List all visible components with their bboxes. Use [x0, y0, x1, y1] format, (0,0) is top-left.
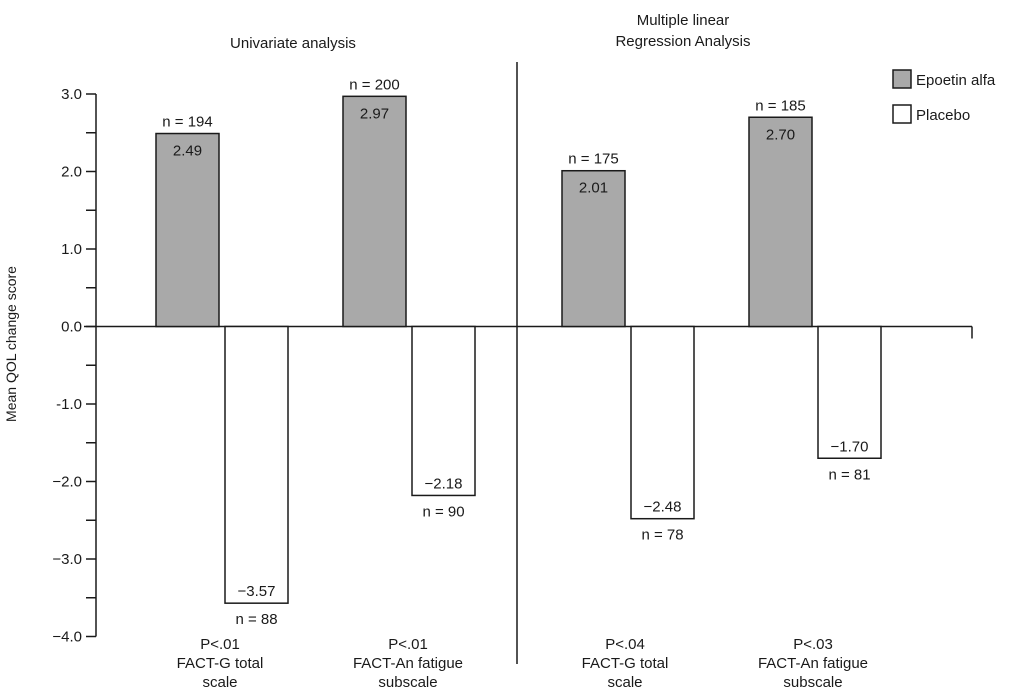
- y-tick-label: 0.0: [61, 319, 82, 336]
- x-category-label: scale: [202, 674, 237, 691]
- x-category-label: subscale: [783, 674, 842, 691]
- panel-title: Regression Analysis: [615, 33, 750, 50]
- bar-placebo: [817, 325, 882, 459]
- y-tick-label: -1.0: [56, 396, 82, 413]
- y-tick-label: 3.0: [61, 86, 82, 103]
- bar-value-label: 2.01: [579, 180, 608, 197]
- x-category-label: FACT-An fatigue: [353, 655, 463, 672]
- bar-n-label: n = 81: [828, 466, 870, 483]
- legend: Epoetin alfa Placebo: [892, 69, 996, 124]
- bar-placebo: [411, 325, 476, 497]
- y-tick-label: −2.0: [52, 474, 82, 491]
- x-category-label: P<.03: [793, 636, 833, 653]
- x-category-label: FACT-G total: [177, 655, 264, 672]
- bar-n-label: n = 185: [755, 97, 805, 114]
- bar-epoetin: [155, 132, 220, 328]
- bar-value-label: 2.97: [360, 105, 389, 122]
- x-category-label: P<.04: [605, 636, 645, 653]
- y-tick-label: 1.0: [61, 241, 82, 258]
- y-tick-label: −4.0: [52, 629, 82, 646]
- bar-value-label: −2.48: [644, 499, 682, 516]
- bar-placebo: [224, 325, 289, 604]
- x-category-label: subscale: [378, 674, 437, 691]
- legend-swatch: [892, 104, 912, 124]
- x-category-label: P<.01: [388, 636, 428, 653]
- y-tick-label: 2.0: [61, 164, 82, 181]
- bar-value-label: −3.57: [238, 583, 276, 600]
- bar-epoetin: [561, 169, 626, 328]
- x-category-label: FACT-An fatigue: [758, 655, 868, 672]
- y-axis-label: Mean QOL change score: [3, 266, 19, 422]
- bar-n-label: n = 78: [641, 527, 683, 544]
- bars: [155, 95, 882, 604]
- legend-label: Placebo: [916, 107, 970, 124]
- bar-epoetin: [342, 95, 407, 328]
- y-tick-label: −3.0: [52, 551, 82, 568]
- legend-swatch: [892, 69, 912, 89]
- bar-n-label: n = 90: [422, 503, 464, 520]
- bar-n-label: n = 88: [235, 611, 277, 628]
- panel-titles: Univariate analysis Multiple linear Regres…: [230, 12, 750, 52]
- bar-n-label: n = 175: [568, 151, 618, 168]
- bar-value-label: −2.18: [425, 475, 463, 492]
- panel-title: Multiple linear: [637, 12, 730, 29]
- x-category-label: scale: [607, 674, 642, 691]
- bar-placebo: [630, 325, 695, 520]
- legend-label: Epoetin alfa: [916, 72, 996, 89]
- bar-value-label: 2.70: [766, 126, 795, 143]
- bar-labels: 2.49 n = 194 −3.57 n = 88 P<.01 FACT-G total s…: [162, 76, 870, 691]
- x-category-label: P<.01: [200, 636, 240, 653]
- bar-epoetin: [748, 116, 813, 328]
- bar-value-label: 2.49: [173, 143, 202, 160]
- bar-n-label: n = 194: [162, 114, 212, 131]
- bar-value-label: −1.70: [831, 438, 869, 455]
- bar-n-label: n = 200: [349, 76, 399, 93]
- panel-title: Univariate analysis: [230, 35, 356, 52]
- x-category-label: FACT-G total: [582, 655, 669, 672]
